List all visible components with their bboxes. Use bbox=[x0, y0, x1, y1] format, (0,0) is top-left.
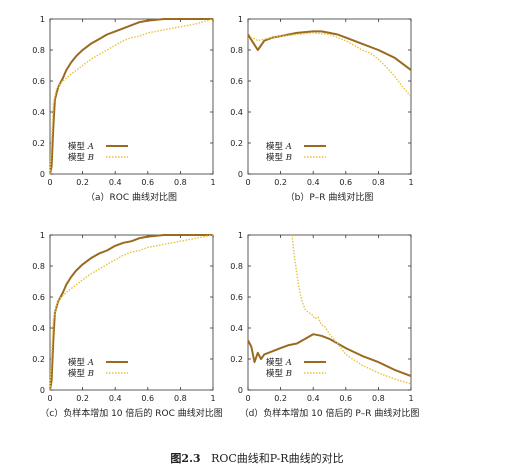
series-line-b bbox=[247, 32, 412, 97]
x-tick-label: 0.4 bbox=[109, 178, 122, 187]
x-tick-label: 0.2 bbox=[274, 178, 287, 187]
y-tick-label: 0 bbox=[238, 170, 243, 179]
x-tick-label: 0.8 bbox=[372, 178, 385, 187]
x-tick-label: 0.8 bbox=[174, 178, 187, 187]
legend-label: 模型 B bbox=[68, 152, 94, 163]
legend-label: 模型 B bbox=[266, 152, 292, 163]
y-tick-label: 0.2 bbox=[32, 355, 45, 364]
x-tick-label: 0.2 bbox=[274, 394, 287, 403]
y-tick-label: 1 bbox=[40, 231, 45, 240]
y-tick-label: 1 bbox=[238, 15, 243, 24]
plot-frame bbox=[247, 18, 412, 175]
y-tick-label: 0.6 bbox=[32, 293, 45, 302]
panel-subtitle: （d）负样本增加 10 倍后的 P–R 曲线对比图 bbox=[240, 407, 420, 419]
chart-panel-1: 0 0.2 0.4 0.6 0.8 1 0 0.2 0.4 0.6 0.8 1 模型 A模型 B （a）R… bbox=[32, 15, 215, 203]
plot-frame bbox=[49, 18, 214, 175]
x-tick-label: 0.4 bbox=[307, 178, 320, 187]
x-tick-label: 1 bbox=[408, 394, 413, 403]
series-line-b bbox=[49, 18, 214, 175]
series-line-b bbox=[49, 234, 214, 391]
x-tick-label: 0.6 bbox=[339, 178, 352, 187]
legend-label: 模型 B bbox=[68, 368, 94, 379]
y-tick-label: 0.4 bbox=[32, 324, 45, 333]
plot-frame bbox=[247, 234, 412, 391]
y-tick-label: 0.2 bbox=[32, 139, 45, 148]
y-tick-label: 0.2 bbox=[230, 355, 243, 364]
x-tick-label: 0.4 bbox=[307, 394, 320, 403]
y-tick-label: 0 bbox=[40, 386, 45, 395]
y-tick-label: 0 bbox=[40, 170, 45, 179]
y-tick-label: 0.4 bbox=[230, 108, 243, 117]
y-tick-label: 1 bbox=[40, 15, 45, 24]
x-tick-label: 0 bbox=[245, 394, 250, 403]
chart-panel-4: 0 0.2 0.4 0.6 0.8 1 0 0.2 0.4 0.6 0.8 1 模型 A模型 B （d）负… bbox=[230, 231, 419, 419]
y-tick-label: 0.8 bbox=[230, 46, 243, 55]
x-tick-label: 1 bbox=[210, 178, 215, 187]
y-tick-label: 1 bbox=[238, 231, 243, 240]
x-tick-label: 0.6 bbox=[141, 394, 154, 403]
x-tick-label: 0.6 bbox=[339, 394, 352, 403]
x-tick-label: 0 bbox=[245, 178, 250, 187]
y-tick-label: 0.6 bbox=[230, 77, 243, 86]
series-line-a bbox=[49, 18, 213, 175]
y-tick-label: 0.4 bbox=[32, 108, 45, 117]
y-tick-label: 0 bbox=[238, 386, 243, 395]
y-tick-label: 0.4 bbox=[230, 324, 243, 333]
legend-label: 模型 A bbox=[68, 357, 94, 368]
series-line-a bbox=[247, 333, 412, 378]
x-tick-label: 0 bbox=[47, 394, 52, 403]
y-tick-label: 0.6 bbox=[32, 77, 45, 86]
x-tick-label: 0.2 bbox=[76, 394, 89, 403]
x-tick-label: 0.6 bbox=[141, 178, 154, 187]
panel-subtitle: （a）ROC 曲线对比图 bbox=[86, 191, 177, 203]
y-tick-label: 0.8 bbox=[32, 46, 45, 55]
y-tick-label: 0.2 bbox=[230, 139, 243, 148]
series-line-a bbox=[247, 30, 412, 71]
panel-subtitle: （b）P–R 曲线对比图 bbox=[286, 191, 374, 203]
x-tick-label: 0.8 bbox=[174, 394, 187, 403]
figure-caption-text: ROC曲线和P-R曲线的对比 bbox=[211, 452, 344, 465]
x-tick-label: 0 bbox=[47, 178, 52, 187]
series-line-a bbox=[49, 234, 213, 391]
chart-panel-3: 0 0.2 0.4 0.6 0.8 1 0 0.2 0.4 0.6 0.8 1 模型 A模型 B （c）负… bbox=[32, 231, 222, 419]
y-tick-label: 0.6 bbox=[230, 293, 243, 302]
figure-caption: 图2.3 ROC曲线和P-R曲线的对比 bbox=[0, 450, 514, 466]
y-tick-label: 0.8 bbox=[230, 262, 243, 271]
series-line-b bbox=[291, 234, 412, 385]
y-tick-label: 0.8 bbox=[32, 262, 45, 271]
x-tick-label: 1 bbox=[408, 178, 413, 187]
legend-label: 模型 A bbox=[68, 141, 94, 152]
panel-subtitle: （c）负样本增加 10 倍后的 ROC 曲线对比图 bbox=[40, 407, 222, 419]
legend-label: 模型 A bbox=[266, 141, 292, 152]
x-tick-label: 0.2 bbox=[76, 178, 89, 187]
chart-panel-2: 0 0.2 0.4 0.6 0.8 1 0 0.2 0.4 0.6 0.8 1 模型 A模型 B （b）P… bbox=[230, 15, 413, 203]
x-tick-label: 0.4 bbox=[109, 394, 122, 403]
legend-label: 模型 A bbox=[266, 357, 292, 368]
legend-label: 模型 B bbox=[266, 368, 292, 379]
x-tick-label: 0.8 bbox=[372, 394, 385, 403]
figure-number: 图2.3 bbox=[170, 452, 201, 465]
x-tick-label: 1 bbox=[210, 394, 215, 403]
plot-frame bbox=[49, 234, 214, 391]
